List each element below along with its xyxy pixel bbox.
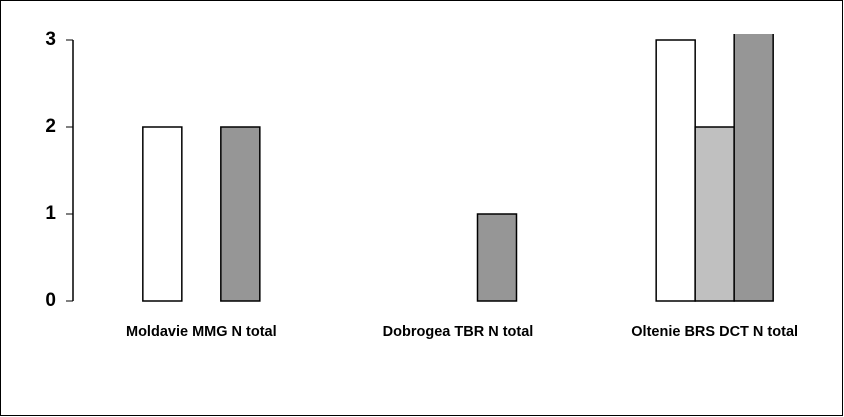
y-tick-label: 3 [45, 29, 56, 50]
y-tick-label: 1 [45, 203, 56, 224]
y-tick-label: 2 [45, 116, 56, 137]
bar [220, 126, 261, 302]
bar [655, 39, 696, 302]
bar [733, 34, 774, 302]
bar [142, 126, 183, 302]
bar [476, 213, 518, 302]
plot-area [142, 34, 774, 302]
x-tick-label: Moldavie MMG N total [126, 324, 277, 340]
bar [694, 126, 735, 302]
y-tick-label: 0 [45, 290, 56, 311]
x-tick-label: Dobrogea TBR N total [383, 324, 534, 340]
x-tick-label: Oltenie BRS DCT N total [631, 324, 798, 340]
